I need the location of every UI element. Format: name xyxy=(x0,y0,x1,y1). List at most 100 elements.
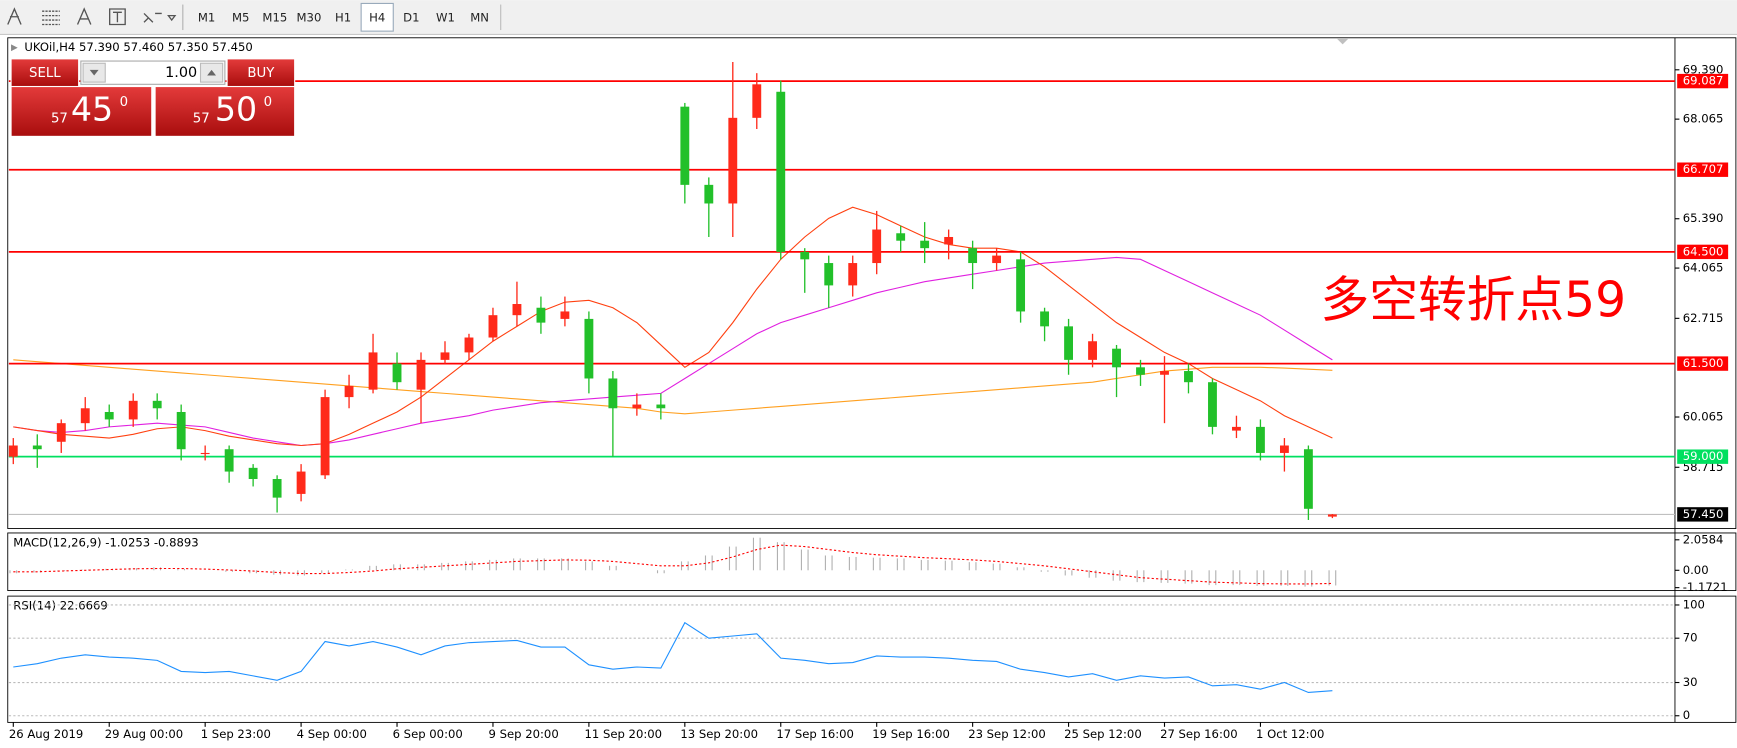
lot-value[interactable]: 1.00 xyxy=(165,65,197,81)
candle-body xyxy=(1256,426,1265,453)
candle-body xyxy=(944,236,954,245)
macd-title: MACD(12,26,9) -1.0253 -0.8893 xyxy=(13,535,198,549)
icon-channels[interactable] xyxy=(42,10,60,26)
shift-marker xyxy=(1337,38,1349,45)
buy-price-prefix: 57 xyxy=(193,112,210,127)
candle-body xyxy=(152,400,162,409)
candle-body xyxy=(512,304,522,316)
level-label-box xyxy=(1677,244,1729,260)
candle-body xyxy=(392,363,402,383)
level-label: 64.500 xyxy=(1683,244,1724,258)
candle-body xyxy=(1016,259,1026,312)
lot-down-arrow xyxy=(89,69,99,76)
candle-body xyxy=(296,471,306,494)
y-tick-label: -1.1721 xyxy=(1683,580,1728,594)
x-tick-label: 1 Sep 23:00 xyxy=(201,727,271,741)
x-tick-label: 13 Sep 20:00 xyxy=(680,727,758,741)
icon-text[interactable] xyxy=(76,7,92,25)
trade-panel: SELL 1.00 BUY 57 45 0 57 50 0 xyxy=(10,58,296,137)
candle-body xyxy=(536,307,546,323)
timeframe-label[interactable]: M30 xyxy=(297,10,322,24)
candle-body xyxy=(992,255,1002,264)
candle-body xyxy=(32,445,42,450)
y-tick-label: 0.00 xyxy=(1683,563,1709,577)
candle-body xyxy=(824,263,834,286)
x-tick-label: 17 Sep 16:00 xyxy=(776,727,854,741)
candle-body xyxy=(920,240,930,249)
moving-average xyxy=(13,206,1333,447)
macd-signal xyxy=(13,544,1333,585)
level-label: 59.000 xyxy=(1683,449,1724,463)
candle-body xyxy=(200,452,210,455)
candle-body xyxy=(1208,382,1217,427)
sell-price-box[interactable] xyxy=(10,85,153,137)
timeframe-label[interactable]: MN xyxy=(470,10,489,24)
chart-icon xyxy=(11,44,18,52)
candle-body xyxy=(1064,326,1073,360)
icon-arrows[interactable] xyxy=(143,12,177,23)
candle-body xyxy=(1327,514,1337,517)
icon-label[interactable] xyxy=(109,8,126,26)
candle-body xyxy=(1279,445,1289,453)
candle-body xyxy=(848,263,858,286)
buy-button[interactable] xyxy=(226,58,296,88)
candle-body xyxy=(320,397,330,476)
macd-plot xyxy=(9,537,1337,587)
buy-price-box[interactable] xyxy=(154,85,296,137)
axes: 69.39068.06565.39064.06562.71560.06558.7… xyxy=(9,62,1729,741)
candle-body xyxy=(368,352,378,390)
y-tick-label: 60.065 xyxy=(1683,410,1724,424)
x-tick-label: 29 Aug 00:00 xyxy=(105,727,183,741)
timeframe-label[interactable]: H4 xyxy=(369,10,385,24)
timeframe-button[interactable] xyxy=(463,3,496,32)
candle-body xyxy=(80,408,90,424)
level-label-box xyxy=(1677,73,1729,89)
toolbar-icons xyxy=(7,4,184,31)
level-label-box xyxy=(1677,449,1729,464)
candle-body xyxy=(896,233,906,241)
timeframe-label[interactable]: D1 xyxy=(403,10,419,24)
y-tick-label: 100 xyxy=(1683,597,1705,611)
y-tick-label: 62.715 xyxy=(1683,311,1724,325)
x-tick-label: 6 Sep 00:00 xyxy=(393,727,463,741)
x-tick-label: 23 Sep 12:00 xyxy=(968,727,1046,741)
sell-price-suffix: 0 xyxy=(120,95,128,110)
candle-body xyxy=(968,248,978,264)
lot-up-arrow xyxy=(207,69,217,76)
level-label-box xyxy=(1677,356,1729,371)
y-tick-label: 70 xyxy=(1683,631,1698,645)
candle-body xyxy=(656,404,666,409)
timeframe-button[interactable] xyxy=(360,2,394,32)
timeframe-label[interactable]: H1 xyxy=(335,10,351,24)
candle-body xyxy=(8,445,18,457)
timeframe-button[interactable] xyxy=(258,3,291,32)
timeframe-button[interactable] xyxy=(429,3,462,32)
timeframe-label[interactable]: M15 xyxy=(262,10,287,24)
main-plot: 多空转折点59 xyxy=(8,61,1675,520)
candle-body xyxy=(608,378,618,409)
timeframe-button[interactable] xyxy=(327,3,360,32)
timeframe-label[interactable]: M5 xyxy=(232,10,249,24)
candle-body xyxy=(464,337,474,353)
x-tick-label: 11 Sep 20:00 xyxy=(584,727,662,741)
x-tick-label: 27 Sep 16:00 xyxy=(1160,727,1238,741)
lot-spinner[interactable] xyxy=(80,60,226,85)
candle-body xyxy=(488,315,498,338)
sell-button[interactable] xyxy=(10,58,80,88)
icon-crosshair-line[interactable] xyxy=(7,7,22,25)
candle-body xyxy=(1112,348,1121,368)
timeframe-button[interactable] xyxy=(395,3,428,32)
moving-average xyxy=(13,359,1333,415)
timeframe-label[interactable]: W1 xyxy=(436,10,455,24)
timeframe-button[interactable] xyxy=(190,3,223,32)
timeframe-label[interactable]: M1 xyxy=(198,10,215,24)
timeframe-button[interactable] xyxy=(292,3,326,32)
rsi-plot xyxy=(8,604,1675,717)
candle-body xyxy=(56,423,66,442)
timeframe-button[interactable] xyxy=(224,3,257,32)
candle-body xyxy=(416,359,426,390)
y-tick-label: 0 xyxy=(1683,708,1690,722)
chart-title: UKOil,H4 57.390 57.460 57.350 57.450 xyxy=(24,40,252,54)
candle-body xyxy=(560,311,570,319)
